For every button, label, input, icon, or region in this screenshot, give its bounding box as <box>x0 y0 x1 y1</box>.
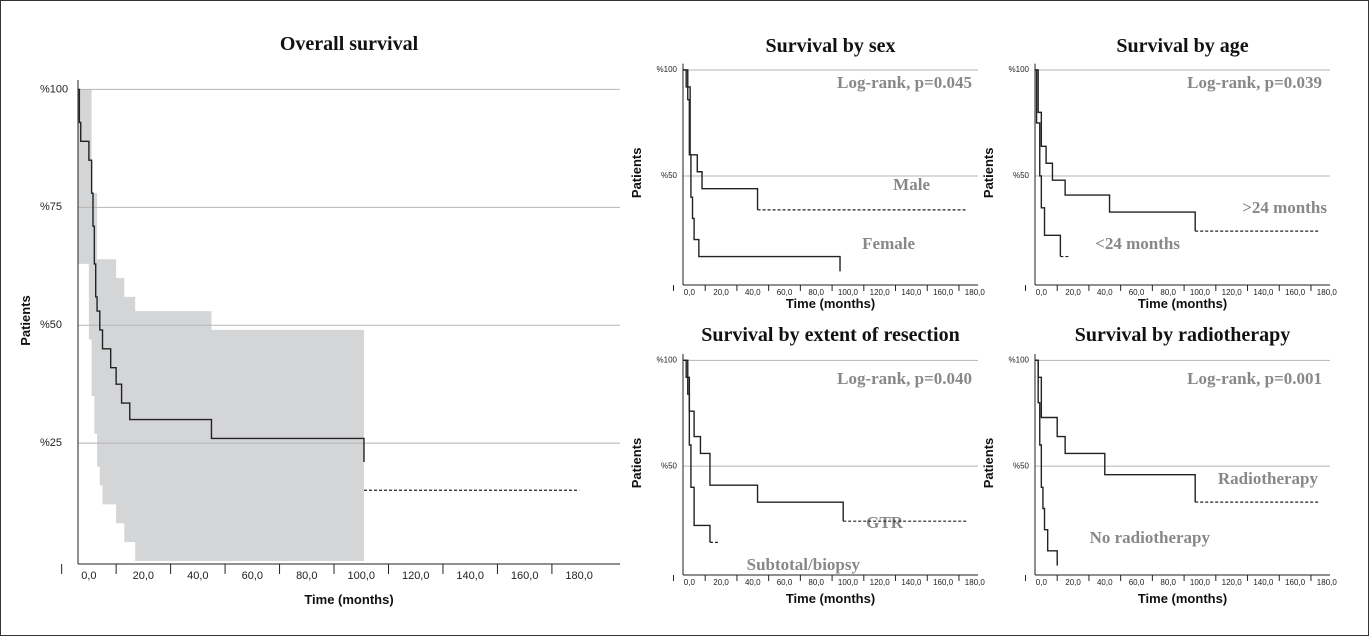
x-tick-label: 180,0 <box>965 288 986 297</box>
x-axis-label: Time (months) <box>786 591 875 606</box>
x-tick-label: 140,0 <box>901 578 922 587</box>
x-axis-label: Time (months) <box>1138 296 1227 311</box>
x-tick-label: 140,0 <box>1253 578 1274 587</box>
x-tick-label: 160,0 <box>1285 578 1306 587</box>
survival-curve <box>1035 69 1062 257</box>
curve-label: Male <box>893 175 930 194</box>
annotation: Log-rank, p=0.001 <box>1187 369 1322 388</box>
x-tick-label: 100,0 <box>838 288 859 297</box>
annotation: Log-rank, p=0.045 <box>837 73 972 92</box>
curve-label: GTR <box>866 513 904 532</box>
y-axis-label: Patients <box>629 438 644 489</box>
x-axis-label: Time (months) <box>304 592 393 607</box>
y-tick-label: %50 <box>661 461 678 470</box>
x-tick-label: 20,0 <box>1065 288 1081 297</box>
x-tick-label: 100,0 <box>347 570 375 582</box>
y-tick-label: %100 <box>657 65 678 74</box>
survival-curve <box>1035 69 1196 232</box>
y-axis-label: Patients <box>981 438 996 489</box>
x-tick-label: 120,0 <box>1222 288 1243 297</box>
curve-label: Female <box>862 234 915 253</box>
x-tick-label: 100,0 <box>1190 578 1211 587</box>
x-tick-label: 60,0 <box>777 288 793 297</box>
curve-label: >24 months <box>1242 198 1327 217</box>
chart-title: Survival by sex <box>765 35 895 57</box>
curve-label: Radiotherapy <box>1218 469 1319 488</box>
chart-title: Overall survival <box>280 33 419 55</box>
x-tick-label: 0,0 <box>81 570 96 582</box>
x-tick-label: 80,0 <box>808 578 824 587</box>
chart-title: Survival by radiotherapy <box>1075 324 1291 346</box>
survival-curve <box>683 69 759 210</box>
survival-curve <box>683 359 711 543</box>
y-tick-label: %50 <box>1013 461 1030 470</box>
x-tick-label: 40,0 <box>187 570 208 582</box>
x-tick-label: 180,0 <box>1317 578 1338 587</box>
x-tick-label: 20,0 <box>713 288 729 297</box>
x-tick-label: 20,0 <box>133 570 154 582</box>
x-tick-label: 0,0 <box>684 288 696 297</box>
x-tick-label: 120,0 <box>870 578 891 587</box>
y-axis-label: Patients <box>981 148 996 199</box>
x-axis-label: Time (months) <box>1138 591 1227 606</box>
y-tick-label: %50 <box>40 319 62 331</box>
x-tick-label: 60,0 <box>1129 578 1145 587</box>
y-tick-label: %100 <box>657 355 678 364</box>
chart-title: Survival by extent of resection <box>701 324 960 346</box>
annotation: Log-rank, p=0.040 <box>837 369 972 388</box>
x-tick-label: 160,0 <box>1285 288 1306 297</box>
chart-title: Survival by age <box>1116 35 1248 57</box>
x-tick-label: 180,0 <box>965 578 986 587</box>
x-tick-label: 120,0 <box>402 570 430 582</box>
y-tick-label: %75 <box>40 201 62 213</box>
x-tick-label: 100,0 <box>838 578 859 587</box>
x-tick-label: 160,0 <box>511 570 539 582</box>
x-tick-label: 160,0 <box>933 578 954 587</box>
x-tick-label: 140,0 <box>456 570 484 582</box>
x-tick-label: 180,0 <box>565 570 593 582</box>
survival-curve <box>1035 359 1058 566</box>
x-tick-label: 80,0 <box>1160 578 1176 587</box>
x-tick-label: 140,0 <box>1253 288 1274 297</box>
survival-curve <box>683 69 841 272</box>
x-tick-label: 80,0 <box>808 288 824 297</box>
x-tick-label: 100,0 <box>1190 288 1211 297</box>
x-tick-label: 40,0 <box>745 578 761 587</box>
x-tick-label: 120,0 <box>1222 578 1243 587</box>
x-tick-label: 40,0 <box>745 288 761 297</box>
y-tick-label: %100 <box>1009 65 1030 74</box>
x-tick-label: 0,0 <box>1036 288 1048 297</box>
x-tick-label: 80,0 <box>1160 288 1176 297</box>
x-tick-label: 120,0 <box>870 288 891 297</box>
x-tick-label: 160,0 <box>933 288 954 297</box>
x-tick-label: 60,0 <box>242 570 263 582</box>
x-axis-label: Time (months) <box>786 296 875 311</box>
x-tick-label: 40,0 <box>1097 288 1113 297</box>
y-tick-label: %50 <box>661 171 678 180</box>
curve-label: No radiotherapy <box>1090 528 1211 547</box>
y-axis-label: Patients <box>18 295 33 346</box>
y-tick-label: %50 <box>1013 171 1030 180</box>
y-tick-label: %25 <box>40 437 62 449</box>
curve-label: Subtotal/biopsy <box>747 555 861 574</box>
x-tick-label: 60,0 <box>777 578 793 587</box>
y-tick-label: %100 <box>40 83 68 95</box>
x-tick-label: 140,0 <box>901 288 922 297</box>
x-tick-label: 40,0 <box>1097 578 1113 587</box>
y-tick-label: %100 <box>1009 355 1030 364</box>
x-tick-label: 0,0 <box>1036 578 1048 587</box>
x-tick-label: 80,0 <box>296 570 317 582</box>
x-tick-label: 0,0 <box>684 578 696 587</box>
y-axis-label: Patients <box>629 148 644 199</box>
curve-label: <24 months <box>1095 234 1180 253</box>
x-tick-label: 180,0 <box>1317 288 1338 297</box>
x-tick-label: 20,0 <box>713 578 729 587</box>
survival-curve <box>78 88 365 462</box>
annotation: Log-rank, p=0.039 <box>1187 73 1322 92</box>
x-tick-label: 20,0 <box>1065 578 1081 587</box>
x-tick-label: 60,0 <box>1129 288 1145 297</box>
